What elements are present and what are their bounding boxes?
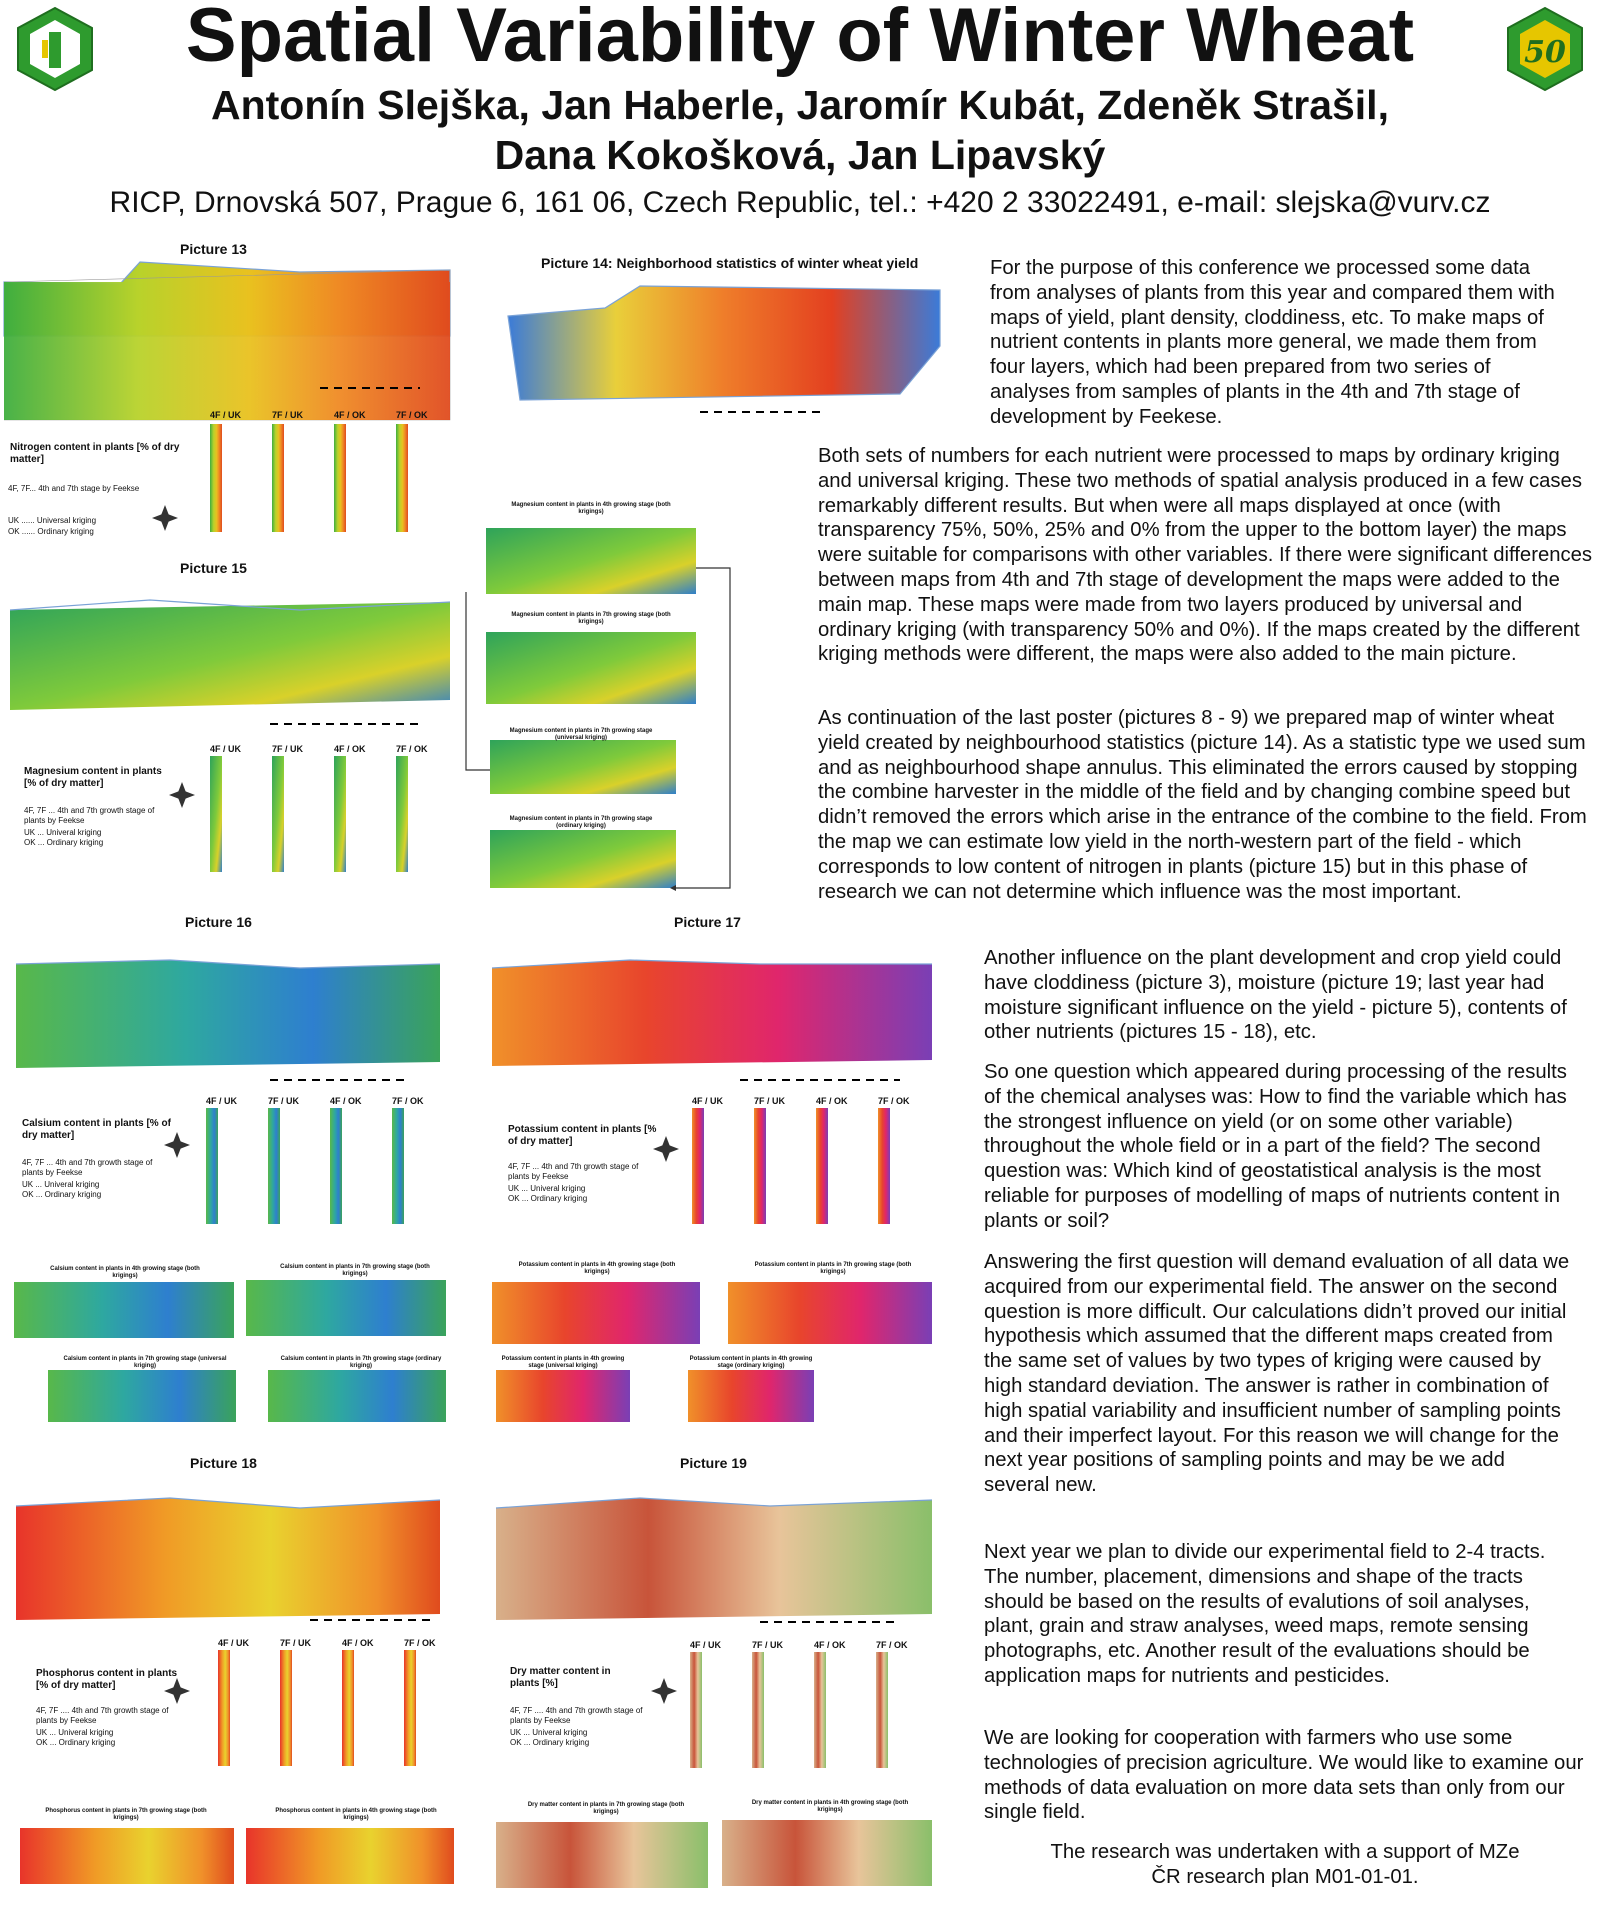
institute-logo-left-icon	[17, 6, 93, 92]
picture-18-head-1: 4F / UK	[218, 1638, 250, 1648]
picture-17-sub-caption-3: Potassium content in plants in 4th growi…	[501, 1356, 625, 1369]
picture-13-map	[3, 261, 451, 421]
logo-50-text: 50	[1524, 35, 1566, 70]
picture-17-head-2: 7F / UK	[754, 1096, 786, 1106]
picture-19-legend-note-1: 4F, 7F .... 4th and 7th growth stage of …	[510, 1706, 643, 1725]
picture-17-legend-note-1: 4F, 7F ... 4th and 7th growth stage of p…	[508, 1162, 639, 1181]
picture-19-legend-note-2: UK ... Univeral kriging	[510, 1728, 588, 1737]
picture-18-map	[15, 1497, 454, 1884]
picture-17-sub-caption-1: Potassium content in plants in 4th growi…	[518, 1262, 676, 1275]
paragraph-4: Another influence on the plant developme…	[984, 947, 1567, 1044]
picture-19-head-1: 4F / UK	[690, 1640, 722, 1650]
picture-13-head-1: 4F / UK	[210, 410, 242, 420]
picture-16-head-4: 7F / OK	[392, 1096, 424, 1106]
picture-15-sub-caption-1: Magnesium content in plants in 4th growi…	[511, 502, 671, 515]
picture-17-head-1: 4F / UK	[692, 1096, 724, 1106]
picture-17-legend-note-3: OK ... Ordinary kriging	[508, 1194, 588, 1203]
picture-13-legend-swatches	[210, 424, 408, 532]
authors-line-2: Dana Kokošková, Jan Lipavský	[494, 132, 1106, 178]
picture-13-head-2: 7F / UK	[272, 410, 304, 420]
paragraph-7: Next year we plan to divide our experime…	[984, 1541, 1546, 1687]
picture-16-caption: Picture 16	[185, 914, 252, 930]
picture-13-legend-note-1: 4F, 7F... 4th and 7th stage by Feekse	[8, 484, 140, 493]
picture-17-map	[491, 959, 932, 1422]
picture-19-head-3: 4F / OK	[814, 1640, 846, 1650]
picture-15-head-4: 7F / OK	[396, 744, 428, 754]
authors: Antonín Slejška, Jan Haberle, Jaromír Ku…	[120, 80, 1480, 180]
paragraph-3: As continuation of the last poster (pict…	[818, 707, 1587, 903]
picture-17-caption: Picture 17	[674, 914, 741, 930]
picture-14-caption: Picture 14: Neighborhood statistics of w…	[541, 255, 919, 271]
picture-13-caption: Picture 13	[180, 241, 247, 257]
picture-19-head-4: 7F / OK	[876, 1640, 908, 1650]
acknowledgement: The research was undertaken with a suppo…	[1050, 1841, 1520, 1888]
picture-19-sub-caption-2: Dry matter content in plants in 4th grow…	[751, 1800, 909, 1813]
poster-title: Spatial Variability of Winter Wheat	[185, 0, 1415, 78]
picture-18-legend-note-3: OK ... Ordinary kriging	[36, 1738, 116, 1747]
picture-15-map	[9, 599, 451, 872]
picture-16-sub-caption-4: Calsium content in plants in 7th growing…	[280, 1356, 442, 1369]
picture-18-sub-caption-2: Phosphorus content in plants in 4th grow…	[275, 1808, 437, 1821]
picture-18-head-4: 7F / OK	[404, 1638, 436, 1648]
picture-19-legend-title: Dry matter content in plants [%]	[510, 1666, 611, 1689]
picture-15-head-3: 4F / OK	[334, 744, 366, 754]
picture-19-head-2: 7F / UK	[752, 1640, 784, 1650]
picture-16-sub-caption-2: Calsium content in plants in 7th growing…	[280, 1264, 430, 1277]
paragraph-8: We are looking for cooperation with farm…	[984, 1727, 1584, 1824]
paragraph-2: Both sets of numbers for each nutrient w…	[818, 445, 1593, 666]
picture-19-map	[495, 1497, 933, 1888]
picture-15-legend-note-1: 4F, 7F ... 4th and 7th growth stage of p…	[24, 806, 155, 825]
picture-16-legend-note-2: UK ... Univeral kriging	[22, 1180, 100, 1189]
picture-18-legend-note-1: 4F, 7F .... 4th and 7th growth stage of …	[36, 1706, 169, 1725]
picture-16-sub-caption-3: Calsium content in plants in 7th growing…	[63, 1356, 227, 1369]
anniversary-50-logo-icon: 50	[1507, 6, 1583, 92]
picture-18-caption: Picture 18	[190, 1455, 257, 1471]
picture-15-head-1: 4F / UK	[210, 744, 242, 754]
picture-16-legend-title: Calsium content in plants [% of dry matt…	[22, 1118, 171, 1141]
picture-15-sub-caption-4: Magnesium content in plants in 7th growi…	[509, 816, 653, 829]
picture-16-map	[14, 959, 446, 1422]
paragraph-1: For the purpose of this conference we pr…	[990, 257, 1555, 428]
picture-15-submaps	[465, 528, 731, 891]
picture-16-legend-note-1: 4F, 7F ... 4th and 7th growth stage of p…	[22, 1158, 153, 1177]
paragraph-5: So one question which appeared during pr…	[984, 1061, 1567, 1232]
picture-17-sub-caption-4: Potassium content in plants in 4th growi…	[689, 1356, 813, 1369]
picture-15-sub-caption-3: Magnesium content in plants in 7th growi…	[509, 728, 653, 741]
picture-15-legend-title: Magnesium content in plants [% of dry ma…	[24, 766, 162, 789]
picture-15-legend-note-2: UK ... Univeral kriging	[24, 828, 102, 837]
picture-13-legend-note-3: OK ...... Ordinary kriging	[8, 527, 94, 536]
picture-15-sub-caption-2: Magnesium content in plants in 7th growi…	[511, 612, 671, 625]
picture-13-legend-note-2: UK ...... Universal kriging	[8, 516, 97, 525]
picture-16-head-1: 4F / UK	[206, 1096, 238, 1106]
picture-15-head-2: 7F / UK	[272, 744, 304, 754]
picture-13-head-3: 4F / OK	[334, 410, 366, 420]
picture-13-head-4: 7F / OK	[396, 410, 428, 420]
picture-16-head-2: 7F / UK	[268, 1096, 300, 1106]
picture-15-caption: Picture 15	[180, 560, 247, 576]
compass-rose-icon	[152, 505, 679, 1704]
picture-18-head-2: 7F / UK	[280, 1638, 312, 1648]
picture-17-legend-note-2: UK ... Univeral kriging	[508, 1184, 586, 1193]
picture-17-legend-title: Potassium content in plants [% of dry ma…	[508, 1124, 657, 1147]
picture-16-head-3: 4F / OK	[330, 1096, 362, 1106]
picture-15-legend-note-3: OK ... Ordinary kriging	[24, 838, 104, 847]
picture-18-head-3: 4F / OK	[342, 1638, 374, 1648]
picture-14-yield-map	[507, 285, 941, 413]
address-line: RICP, Drnovská 507, Prague 6, 161 06, Cz…	[109, 186, 1491, 219]
picture-16-legend-note-3: OK ... Ordinary kriging	[22, 1190, 102, 1199]
picture-18-sub-caption-1: Phosphorus content in plants in 7th grow…	[45, 1808, 207, 1821]
picture-13-legend-title: Nitrogen content in plants [% of dry mat…	[10, 442, 180, 465]
picture-19-sub-caption-1: Dry matter content in plants in 7th grow…	[527, 1802, 685, 1815]
picture-18-legend-note-2: UK ... Univeral kriging	[36, 1728, 114, 1737]
picture-17-head-4: 7F / OK	[878, 1096, 910, 1106]
picture-17-head-3: 4F / OK	[816, 1096, 848, 1106]
picture-19-caption: Picture 19	[680, 1455, 747, 1471]
picture-16-sub-caption-1: Calsium content in plants in 4th growing…	[50, 1266, 200, 1279]
picture-18-legend-title: Phosphorus content in plants [% of dry m…	[36, 1668, 178, 1691]
authors-line-1: Antonín Slejška, Jan Haberle, Jaromír Ku…	[211, 82, 1389, 128]
picture-17-sub-caption-2: Potassium content in plants in 7th growi…	[754, 1262, 912, 1275]
paragraph-6: Answering the first question will demand…	[984, 1251, 1570, 1497]
picture-19-legend-note-3: OK ... Ordinary kriging	[510, 1738, 590, 1747]
